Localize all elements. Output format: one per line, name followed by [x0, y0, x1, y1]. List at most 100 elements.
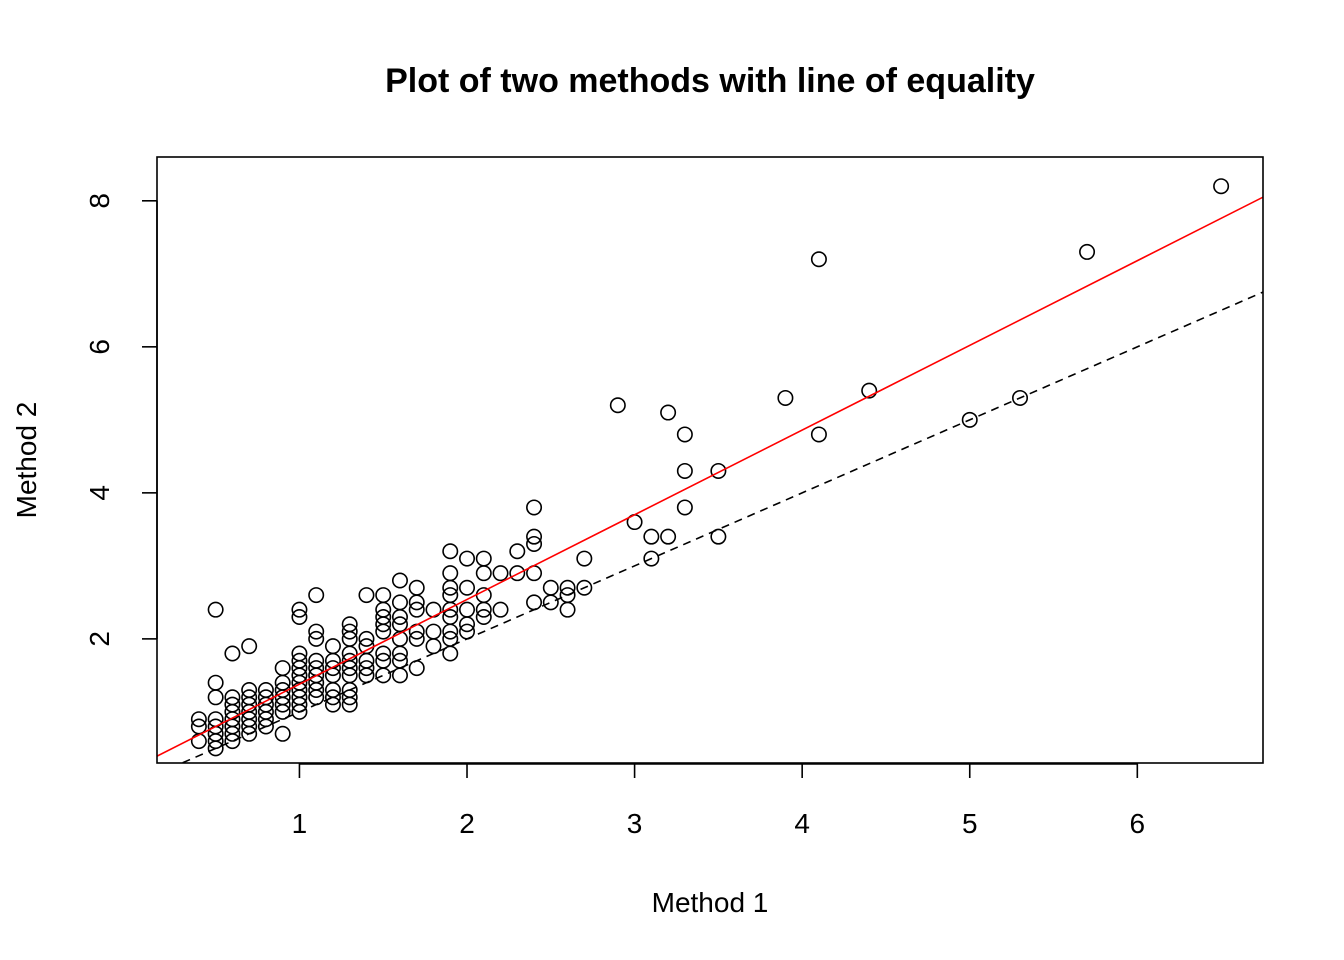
data-point	[341, 616, 358, 633]
data-point	[291, 601, 308, 618]
data-point	[324, 689, 341, 706]
data-point	[224, 689, 241, 706]
data-point	[442, 587, 459, 604]
data-point	[492, 565, 509, 582]
data-point	[425, 638, 442, 655]
data-point	[643, 528, 660, 545]
data-point	[576, 579, 593, 596]
data-point	[308, 652, 325, 669]
chart-title: Plot of two methods with line of equalit…	[385, 62, 1035, 100]
x-axis-label: Method 1	[652, 887, 769, 918]
data-point	[207, 674, 224, 691]
data-point	[274, 681, 291, 698]
data-point	[1079, 243, 1096, 260]
data-point	[274, 725, 291, 742]
data-point	[777, 389, 794, 406]
data-point	[861, 382, 878, 399]
data-point	[308, 587, 325, 604]
x-tick-label: 1	[292, 808, 308, 839]
data-point	[660, 528, 677, 545]
data-point	[492, 601, 509, 618]
data-point	[475, 565, 492, 582]
data-point	[576, 550, 593, 567]
data-point	[224, 645, 241, 662]
data-point	[308, 623, 325, 640]
data-point	[459, 550, 476, 567]
data-point	[358, 630, 375, 647]
y-tick-label: 4	[84, 485, 115, 501]
data-point	[810, 251, 827, 268]
data-point	[676, 499, 693, 516]
data-point	[291, 608, 308, 625]
data-point	[442, 630, 459, 647]
data-point	[241, 638, 258, 655]
data-point	[391, 616, 408, 633]
x-tick-label: 3	[627, 808, 643, 839]
data-point	[207, 689, 224, 706]
data-point	[257, 681, 274, 698]
axes: 1 2 3 4 5 6 2 4 6 8	[84, 193, 1145, 839]
data-point	[408, 630, 425, 647]
data-point	[1213, 178, 1230, 195]
data-point	[274, 660, 291, 677]
data-point	[375, 587, 392, 604]
data-point	[241, 689, 258, 706]
data-point	[207, 718, 224, 735]
data-point	[442, 543, 459, 560]
data-point	[341, 652, 358, 669]
data-point	[542, 594, 559, 611]
data-point	[643, 550, 660, 567]
data-point	[526, 499, 543, 516]
data-point	[509, 543, 526, 560]
data-point	[609, 397, 626, 414]
fitted-line	[157, 196, 1263, 757]
data-point	[190, 718, 207, 735]
data-point	[207, 601, 224, 618]
data-point	[391, 652, 408, 669]
data-point	[375, 652, 392, 669]
data-point	[459, 601, 476, 618]
data-point	[475, 587, 492, 604]
data-point	[241, 681, 258, 698]
plot-area	[157, 178, 1263, 763]
data-point	[391, 572, 408, 589]
data-point	[408, 579, 425, 596]
data-point	[375, 667, 392, 684]
data-point	[442, 565, 459, 582]
data-point	[526, 594, 543, 611]
data-point	[660, 404, 677, 421]
data-point	[375, 608, 392, 625]
data-point	[710, 528, 727, 545]
data-point	[408, 601, 425, 618]
data-point	[1012, 389, 1029, 406]
data-point	[559, 601, 576, 618]
data-point	[475, 608, 492, 625]
data-point	[408, 660, 425, 677]
data-point	[308, 630, 325, 647]
y-tick-label: 8	[84, 193, 115, 209]
x-tick-label: 5	[962, 808, 978, 839]
data-point	[358, 660, 375, 677]
data-point	[425, 623, 442, 640]
data-point	[190, 733, 207, 750]
data-point	[509, 565, 526, 582]
data-point	[324, 660, 341, 677]
data-point	[442, 608, 459, 625]
data-point	[710, 462, 727, 479]
data-point	[559, 587, 576, 604]
data-point	[526, 535, 543, 552]
x-tick-label: 2	[459, 808, 475, 839]
data-point	[676, 426, 693, 443]
data-point	[375, 645, 392, 662]
data-point	[459, 579, 476, 596]
data-point	[475, 550, 492, 567]
data-point	[559, 579, 576, 596]
data-point	[291, 652, 308, 669]
y-axis-label: Method 2	[11, 402, 42, 519]
y-tick-label: 6	[84, 339, 115, 355]
x-tick-label: 4	[794, 808, 810, 839]
data-point	[542, 579, 559, 596]
data-point	[291, 645, 308, 662]
data-point	[391, 594, 408, 611]
